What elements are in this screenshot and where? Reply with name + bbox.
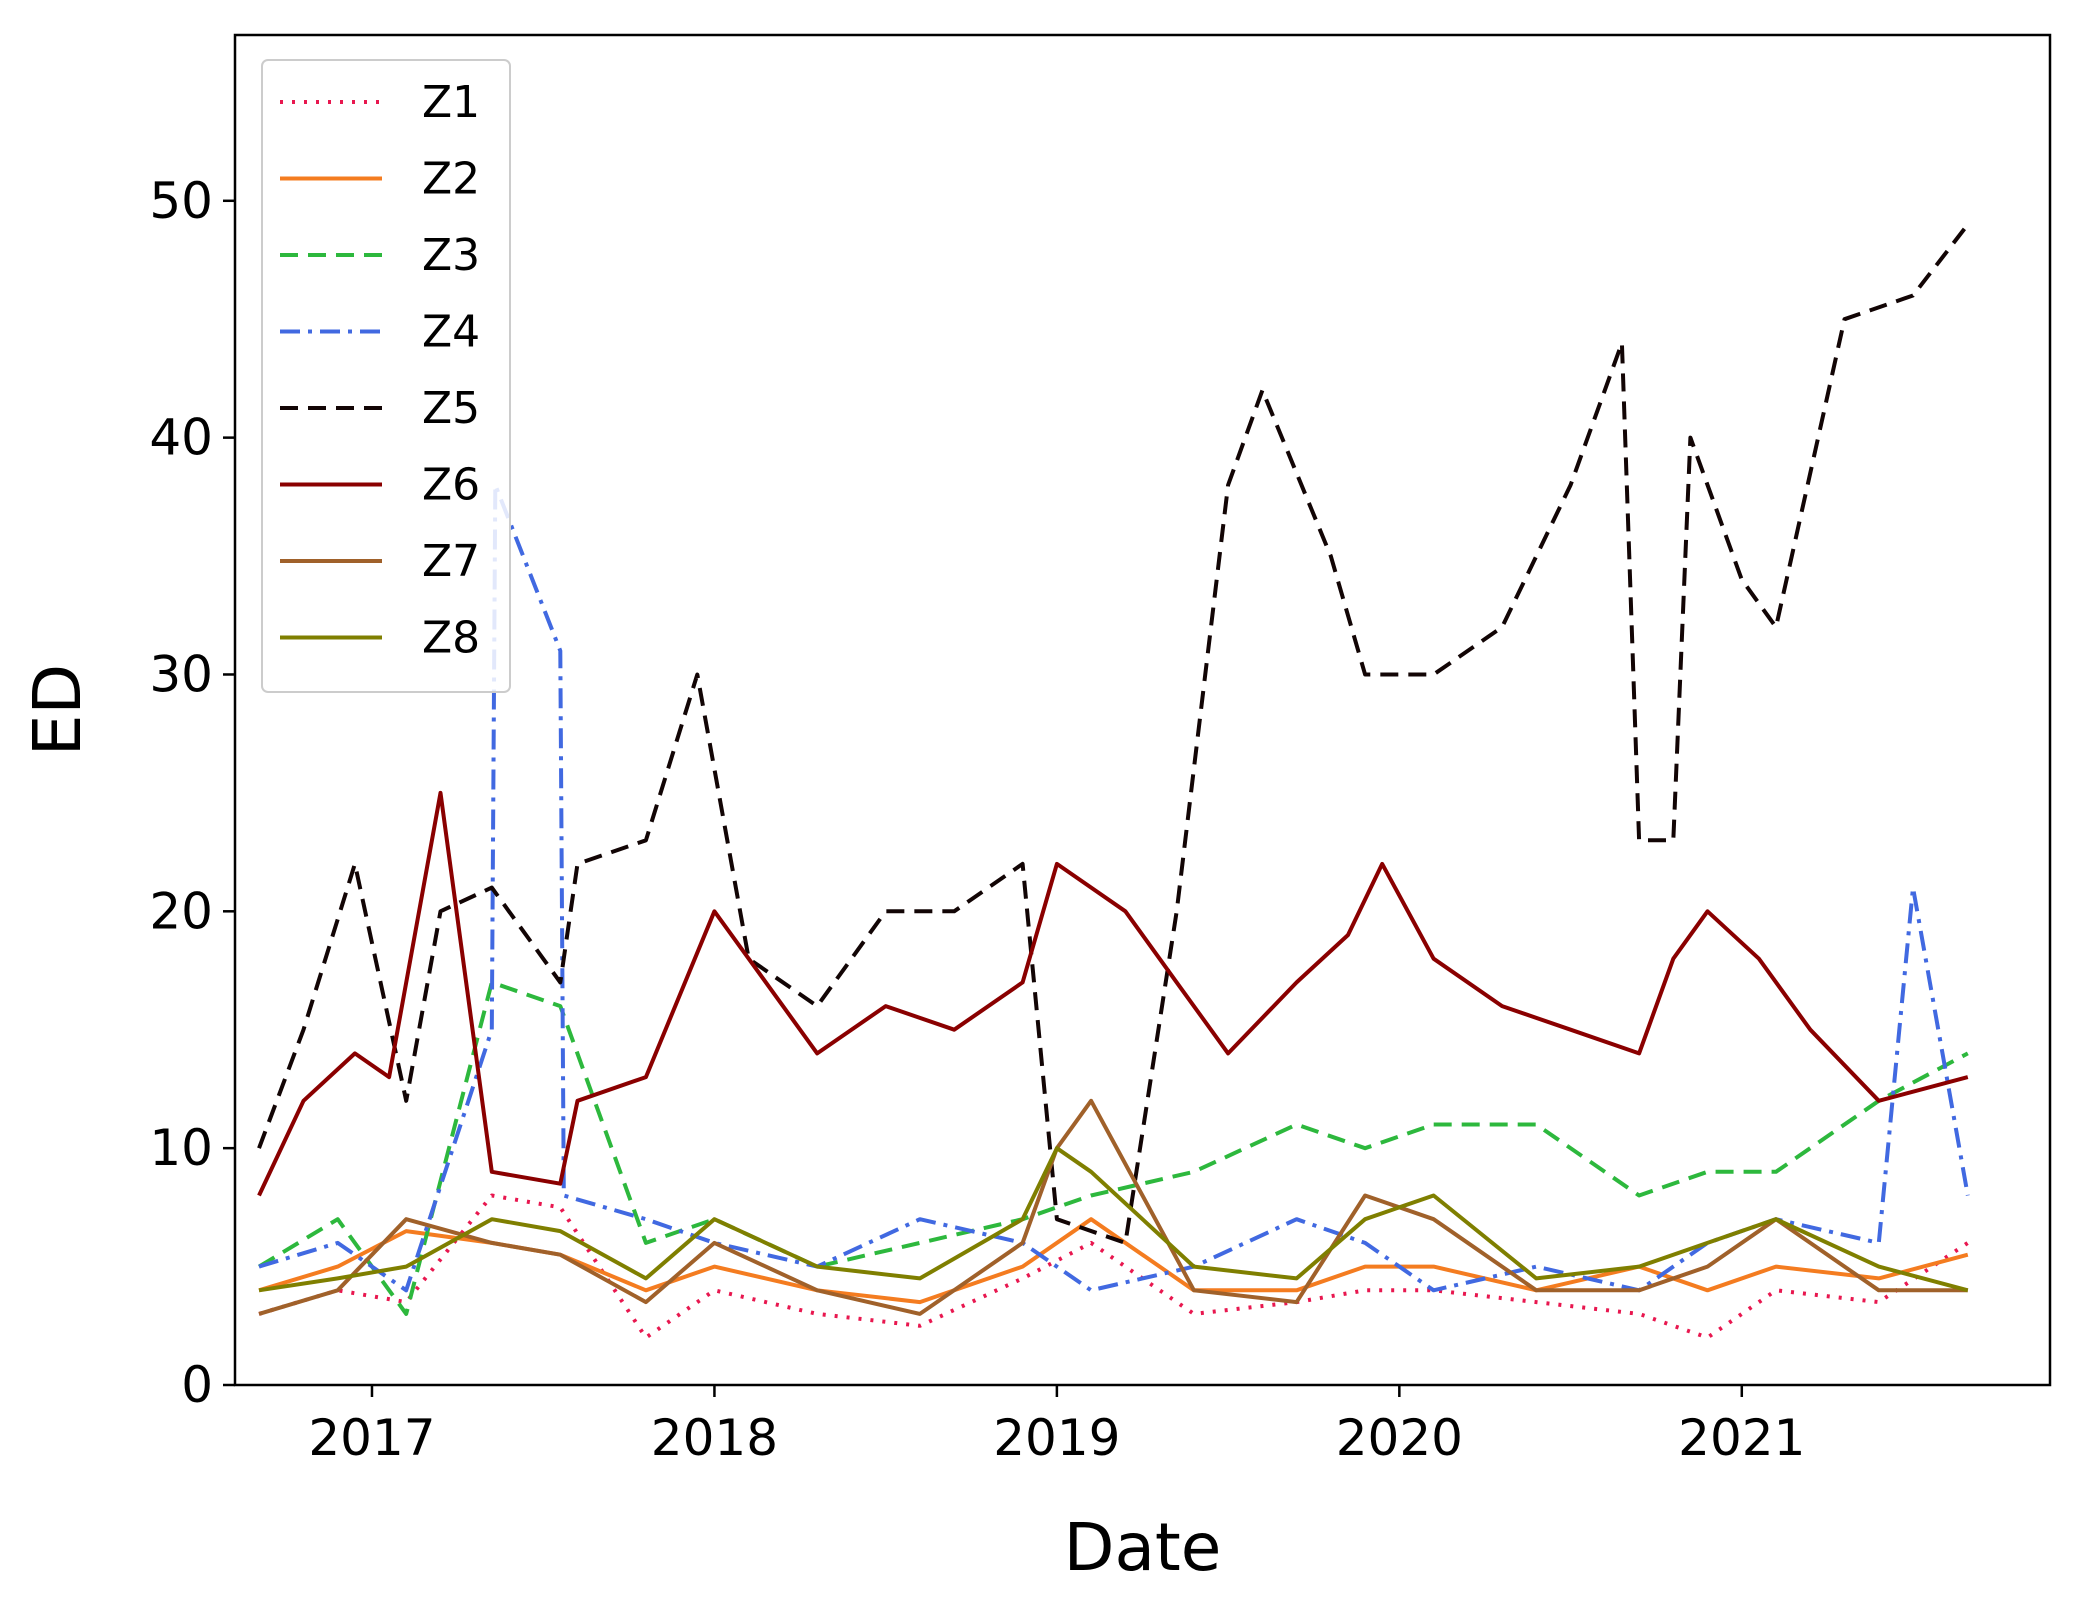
legend-label-z8: Z8 bbox=[422, 613, 480, 664]
legend-label-z1: Z1 bbox=[422, 77, 480, 128]
legend: Z1 Z2 Z3 Z4 Z5 Z6 Z7 Z8 bbox=[261, 59, 511, 693]
y-axis-ticks: 0 10 20 30 40 50 bbox=[149, 172, 235, 1414]
series-line-z3 bbox=[257, 980, 1969, 1316]
legend-box bbox=[261, 59, 511, 693]
x-axis-ticks: 2017 2018 2019 2020 2021 bbox=[308, 1385, 1805, 1467]
legend-label-z5: Z5 bbox=[422, 383, 480, 434]
x-tick-label: 2017 bbox=[308, 1409, 435, 1467]
plot-frame bbox=[233, 33, 2052, 1387]
series-line-z5 bbox=[257, 223, 1970, 1245]
series-line-z7 bbox=[258, 1098, 1968, 1316]
x-tick-label: 2018 bbox=[651, 1409, 778, 1467]
legend-label-z7: Z7 bbox=[422, 536, 480, 587]
y-tick-label: 50 bbox=[149, 172, 213, 230]
x-tick-label: 2020 bbox=[1336, 1409, 1463, 1467]
x-axis-label: Date bbox=[1064, 1509, 1222, 1586]
y-tick-label: 40 bbox=[149, 409, 213, 467]
legend-label-z6: Z6 bbox=[422, 460, 480, 511]
legend-label-z2: Z2 bbox=[422, 154, 480, 205]
series-line-z6 bbox=[257, 790, 1969, 1197]
series-line-z1 bbox=[258, 1193, 1969, 1340]
series-line-z8 bbox=[258, 1146, 1969, 1293]
y-tick-label: 20 bbox=[149, 882, 213, 940]
legend-label-z3: Z3 bbox=[422, 230, 480, 281]
x-tick-label: 2021 bbox=[1678, 1409, 1805, 1467]
legend-label-z4: Z4 bbox=[422, 307, 480, 358]
y-tick-label: 0 bbox=[181, 1356, 213, 1414]
y-tick-label: 30 bbox=[149, 645, 213, 703]
y-axis-label: ED bbox=[19, 664, 96, 757]
y-tick-label: 10 bbox=[149, 1119, 213, 1177]
x-tick-label: 2019 bbox=[993, 1409, 1120, 1467]
